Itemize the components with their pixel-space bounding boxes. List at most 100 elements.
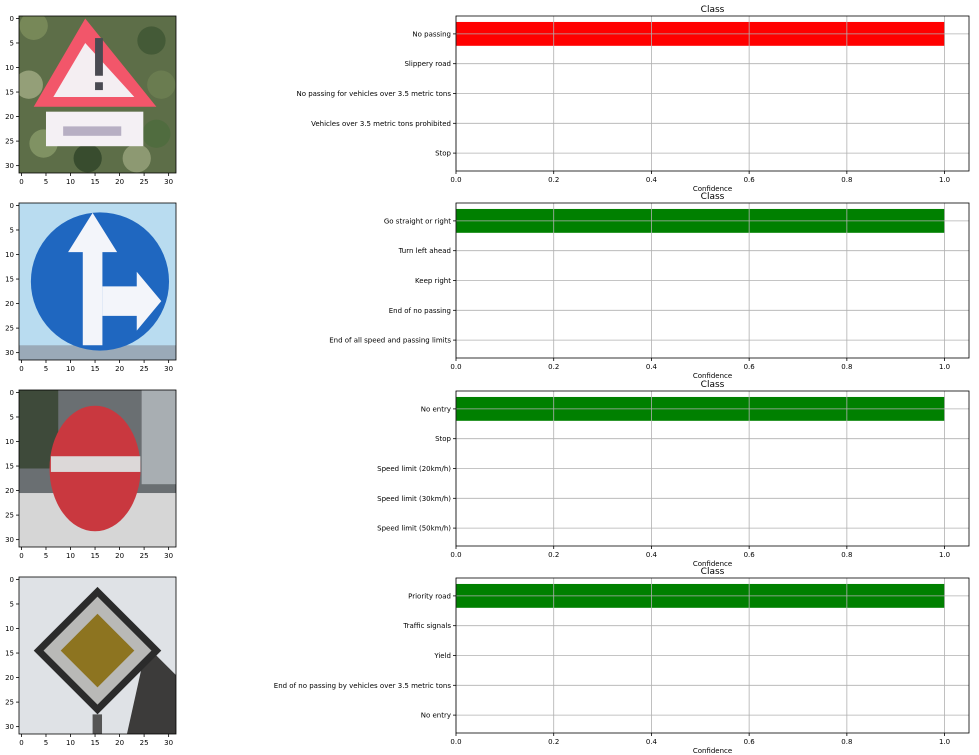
- image-y-tick-label: 25: [5, 699, 14, 707]
- x-tick-label: 0.8: [841, 551, 852, 559]
- category-label: No entry: [421, 405, 451, 413]
- image-x-tick-label: 25: [140, 739, 149, 747]
- category-label: Priority road: [408, 592, 451, 600]
- confidence-bar-chart: 0.0 0.2 0.4 0.6 0.8 1.0 No passing Slippery roa…: [296, 5, 970, 193]
- image-y-tick-label: 25: [5, 138, 14, 146]
- image-x-tick-label: 25: [140, 552, 149, 560]
- image-y-tick-label: 25: [5, 325, 14, 333]
- image-x-tick-label: 10: [66, 178, 75, 186]
- sign-photo: [19, 577, 176, 734]
- image-y-tick-label: 5: [10, 413, 14, 421]
- image-x-tick-label: 15: [91, 178, 100, 186]
- image-x-tick-label: 20: [115, 739, 124, 747]
- category-label: Slippery road: [404, 60, 451, 68]
- sign-photo: [19, 203, 176, 360]
- category-label: No passing for vehicles over 3.5 metric …: [296, 90, 451, 98]
- category-label: Keep right: [415, 277, 451, 285]
- image-x-tick-label: 10: [66, 739, 75, 747]
- image-frame: [18, 15, 177, 174]
- image-frame: [18, 576, 177, 735]
- x-tick-label: 0.8: [841, 176, 852, 184]
- image-x-tick-label: 5: [44, 552, 48, 560]
- x-axis-label: Confidence: [693, 560, 732, 568]
- x-tick-label: 1.0: [939, 738, 950, 746]
- category-label: Speed limit (30km/h): [377, 495, 451, 503]
- x-axis-label: Confidence: [693, 372, 732, 380]
- chart-title: Class: [701, 380, 725, 390]
- axes-frame: [455, 390, 970, 547]
- sign-image-panel: 0 0 5 5 10 10 15 15 20 20 25 25 30 30: [5, 389, 177, 560]
- x-tick-label: 0.0: [450, 363, 461, 371]
- image-x-tick-label: 15: [91, 739, 100, 747]
- x-tick-label: 1.0: [939, 551, 950, 559]
- image-y-tick-label: 5: [10, 226, 14, 234]
- chart-title: Class: [701, 5, 725, 15]
- image-x-tick-label: 15: [91, 365, 100, 373]
- x-tick-label: 0.4: [646, 551, 658, 559]
- image-x-tick-label: 0: [19, 365, 23, 373]
- x-tick-label: 0.2: [548, 551, 559, 559]
- category-label: Speed limit (50km/h): [377, 525, 451, 533]
- x-axis-label: Confidence: [693, 185, 732, 193]
- image-frame: [18, 389, 177, 548]
- category-label: Stop: [435, 150, 451, 158]
- image-x-tick-label: 0: [19, 552, 23, 560]
- chart-title: Class: [701, 567, 725, 577]
- image-y-tick-label: 10: [5, 625, 14, 633]
- x-tick-label: 0.0: [450, 551, 461, 559]
- image-y-tick-label: 15: [5, 276, 14, 284]
- image-x-tick-label: 30: [164, 552, 173, 560]
- image-y-tick-label: 20: [5, 300, 14, 308]
- image-y-tick-label: 20: [5, 487, 14, 495]
- image-x-tick-label: 20: [115, 365, 124, 373]
- image-y-tick-label: 30: [5, 162, 14, 170]
- image-x-tick-label: 30: [164, 739, 173, 747]
- image-y-tick-label: 10: [5, 251, 14, 259]
- category-label: Turn left ahead: [398, 247, 451, 255]
- x-tick-label: 0.4: [646, 176, 658, 184]
- x-tick-label: 0.2: [548, 738, 559, 746]
- category-label: Speed limit (20km/h): [377, 465, 451, 473]
- confidence-bar-chart: 0.0 0.2 0.4 0.6 0.8 1.0 Priority road Traffic s…: [274, 567, 970, 755]
- image-y-tick-label: 15: [5, 89, 14, 97]
- category-label: End of no passing: [389, 307, 451, 315]
- x-tick-label: 0.2: [548, 363, 559, 371]
- image-y-tick-label: 0: [10, 202, 14, 210]
- image-y-tick-label: 20: [5, 113, 14, 121]
- image-x-tick-label: 5: [44, 178, 48, 186]
- image-y-tick-label: 20: [5, 674, 14, 682]
- category-label: Yield: [433, 652, 451, 660]
- image-y-tick-label: 30: [5, 536, 14, 544]
- image-x-tick-label: 20: [115, 178, 124, 186]
- image-y-tick-label: 15: [5, 650, 14, 658]
- x-tick-label: 0.2: [548, 176, 559, 184]
- x-tick-label: 0.4: [646, 738, 658, 746]
- image-y-tick-label: 15: [5, 463, 14, 471]
- confidence-bar-chart: 0.0 0.2 0.4 0.6 0.8 1.0 No entry Stop Speed limi…: [377, 380, 970, 568]
- category-label: Vehicles over 3.5 metric tons prohibited: [311, 120, 451, 128]
- image-x-tick-label: 0: [19, 178, 23, 186]
- image-y-tick-label: 10: [5, 438, 14, 446]
- sign-photo: [19, 16, 176, 173]
- x-tick-label: 0.8: [841, 738, 852, 746]
- x-tick-label: 0.6: [744, 551, 756, 559]
- category-label: Stop: [435, 435, 451, 443]
- image-x-tick-label: 30: [164, 178, 173, 186]
- image-y-tick-label: 5: [10, 39, 14, 47]
- image-y-tick-label: 30: [5, 723, 14, 731]
- axes-frame: [455, 15, 970, 172]
- sign-image-panel: 0 0 5 5 10 10 15 15 20 20 25 25 30 30: [5, 202, 177, 373]
- image-y-tick-label: 0: [10, 15, 14, 23]
- image-y-tick-label: 0: [10, 576, 14, 584]
- sign-photo: [19, 390, 176, 547]
- image-x-tick-label: 10: [66, 552, 75, 560]
- image-x-tick-label: 30: [164, 365, 173, 373]
- x-tick-label: 1.0: [939, 176, 950, 184]
- image-x-tick-label: 5: [44, 739, 48, 747]
- image-y-tick-label: 5: [10, 600, 14, 608]
- x-axis-label: Confidence: [693, 747, 732, 755]
- image-x-tick-label: 5: [44, 365, 48, 373]
- x-tick-label: 0.6: [744, 363, 756, 371]
- sign-image-panel: 0 0 5 5 10 10 15 15 20 20 25 25 30 30: [5, 15, 177, 186]
